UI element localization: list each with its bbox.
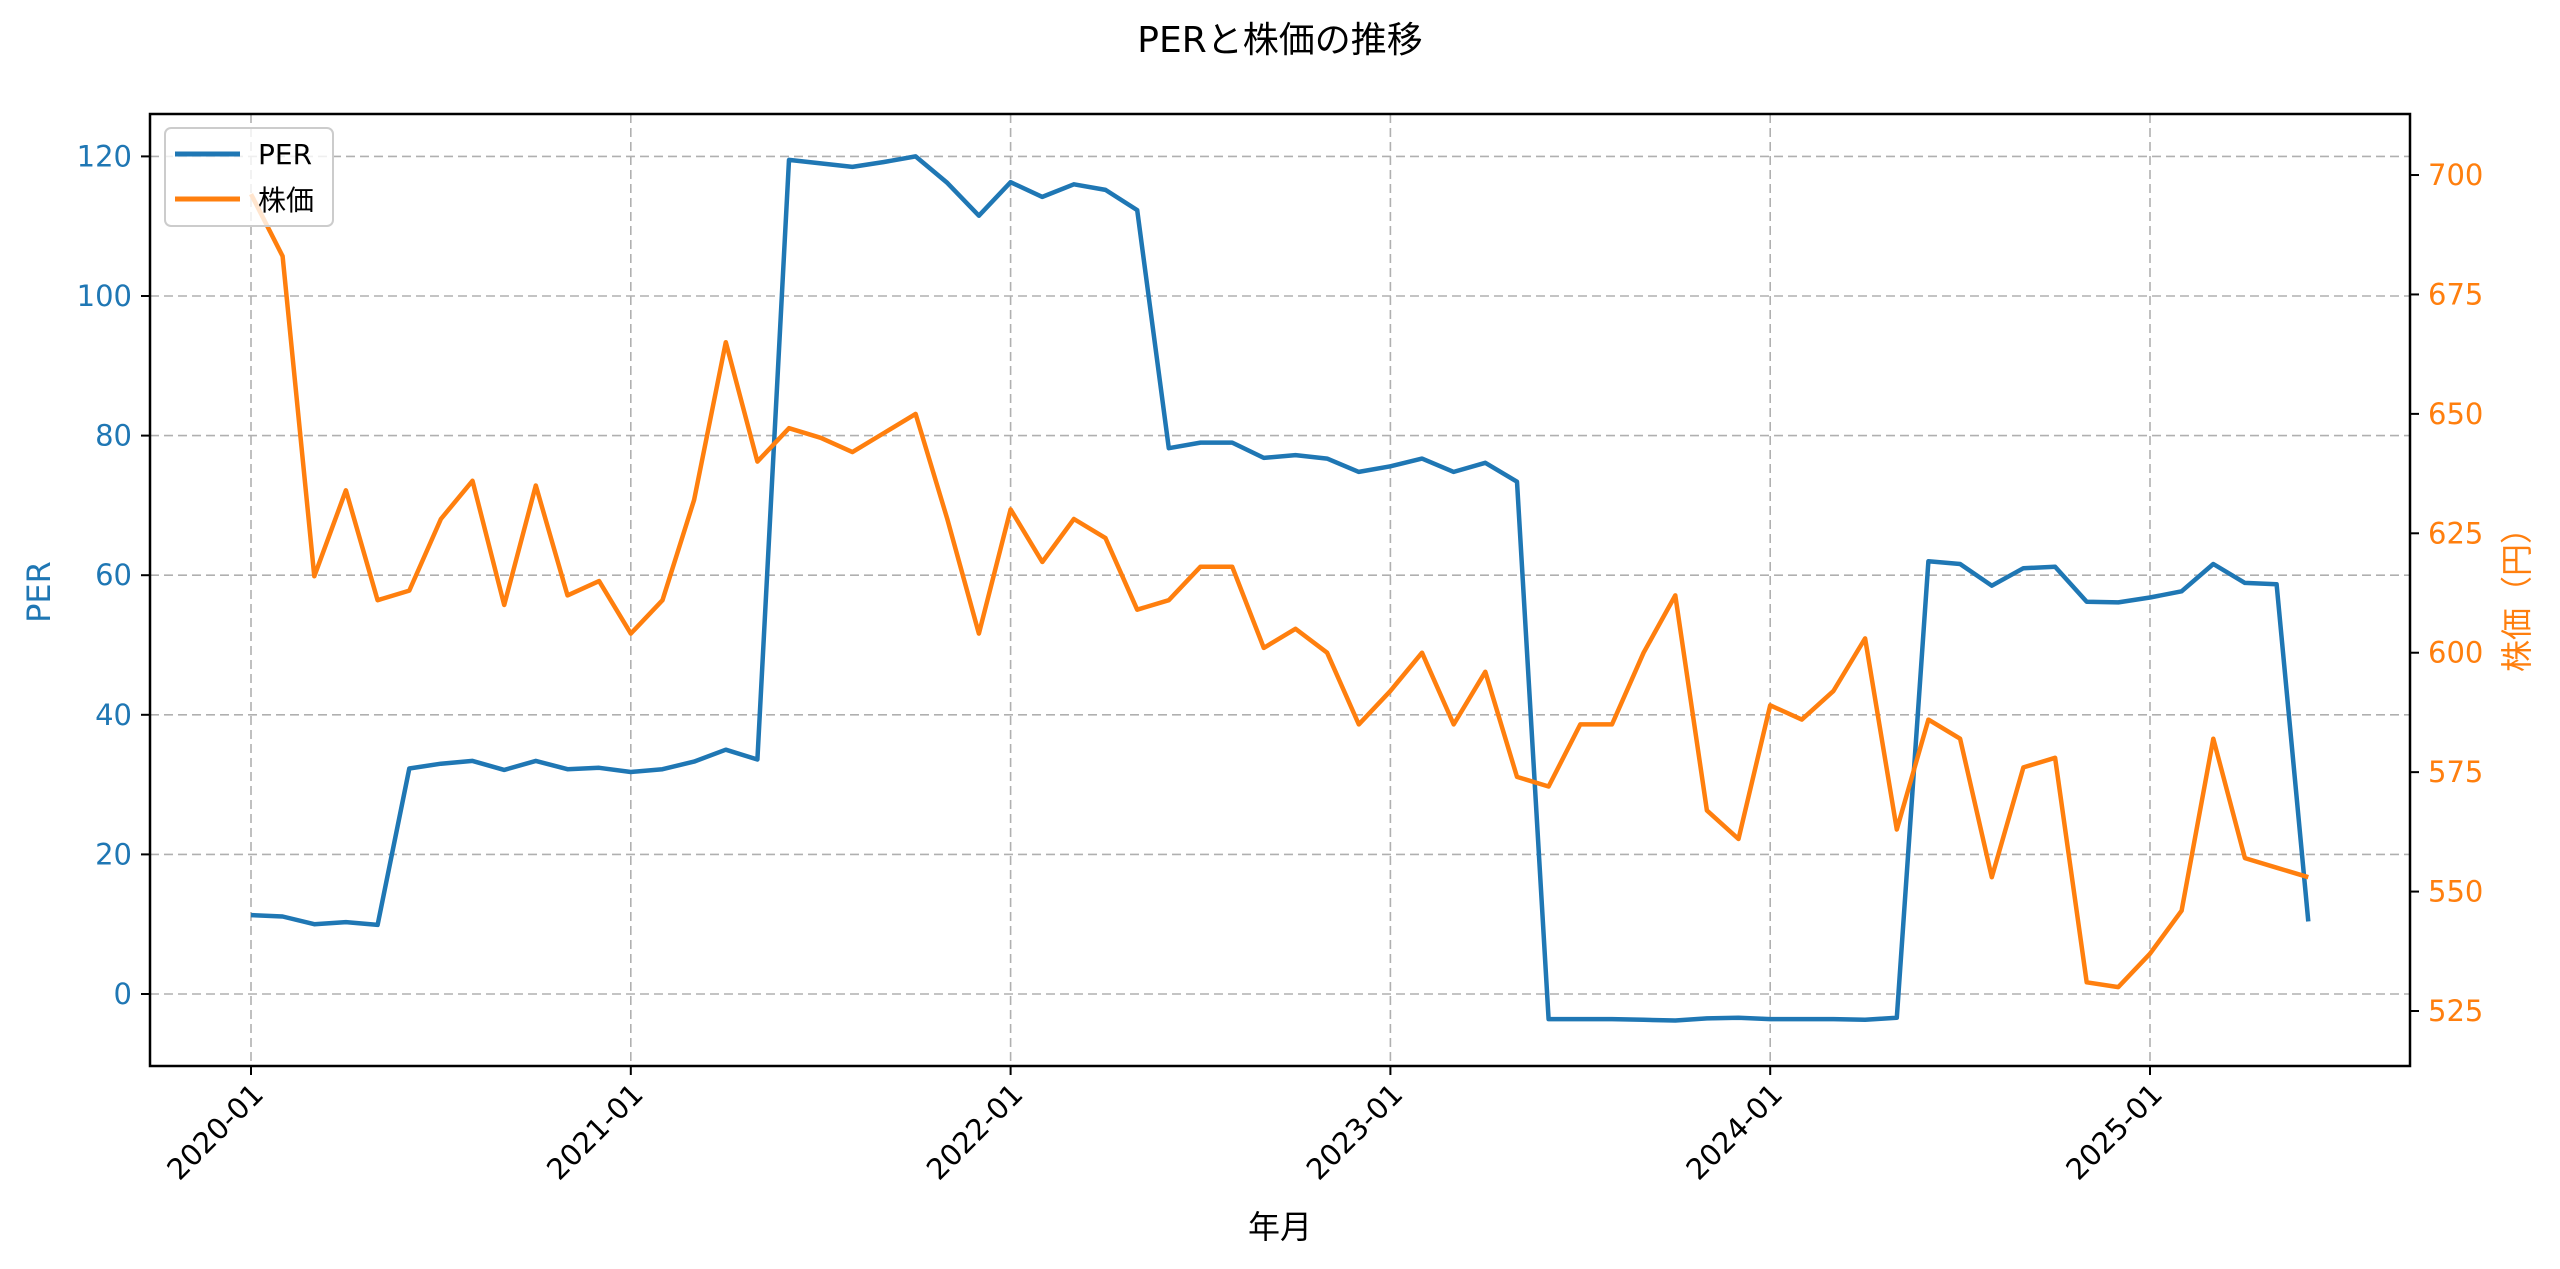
right-tick-label: 600 — [2428, 636, 2483, 670]
plot-lines — [248, 154, 2311, 1023]
right-tick-label: 625 — [2428, 516, 2483, 550]
right-tick-label: 675 — [2428, 277, 2483, 311]
series-line-per — [250, 154, 2311, 1023]
left-tick-label: 40 — [95, 698, 132, 732]
right-tick-label: 650 — [2428, 397, 2483, 431]
left-tick-label: 0 — [114, 977, 132, 1011]
plot-frame — [148, 112, 2412, 1068]
x-axis-label: 年月 — [1248, 1208, 1312, 1246]
right-tick-label: 575 — [2428, 755, 2483, 789]
legend-price-label: 株価 — [258, 184, 314, 217]
legend: PER 株価 — [164, 127, 334, 227]
left-tick-label: 60 — [95, 558, 132, 592]
left-tick-label: 20 — [95, 837, 132, 871]
x-tick-label: 2025-01 — [2059, 1077, 2169, 1187]
left-tick-label: 120 — [77, 139, 132, 173]
left-y-axis-label: PER — [20, 561, 58, 623]
x-axis: 2020-01 2021-01 2022-01 2023-01 2024-01 2025-… — [160, 1066, 2169, 1187]
legend-per-label: PER — [258, 138, 312, 171]
left-y-axis: 0 20 40 60 80 100 120 — [77, 139, 150, 1011]
right-tick-label: 550 — [2428, 875, 2483, 909]
x-tick-label: 2024-01 — [1679, 1077, 1789, 1187]
right-tick-label: 700 — [2428, 158, 2483, 192]
grid-lines — [150, 114, 2410, 1066]
x-tick-label: 2021-01 — [540, 1077, 650, 1187]
right-y-axis: 525 550 575 600 625 650 675 700 — [2410, 158, 2483, 1028]
x-tick-label: 2022-01 — [920, 1077, 1030, 1187]
series-line-price — [248, 193, 2309, 990]
right-y-axis-label: 株価（円） — [2498, 512, 2536, 672]
left-tick-label: 80 — [95, 419, 132, 453]
x-tick-label: 2023-01 — [1300, 1077, 1410, 1187]
chart-title: PERと株価の推移 — [1137, 20, 1422, 61]
left-tick-label: 100 — [77, 279, 132, 313]
right-tick-label: 525 — [2428, 994, 2483, 1028]
x-tick-label: 2020-01 — [160, 1077, 270, 1187]
